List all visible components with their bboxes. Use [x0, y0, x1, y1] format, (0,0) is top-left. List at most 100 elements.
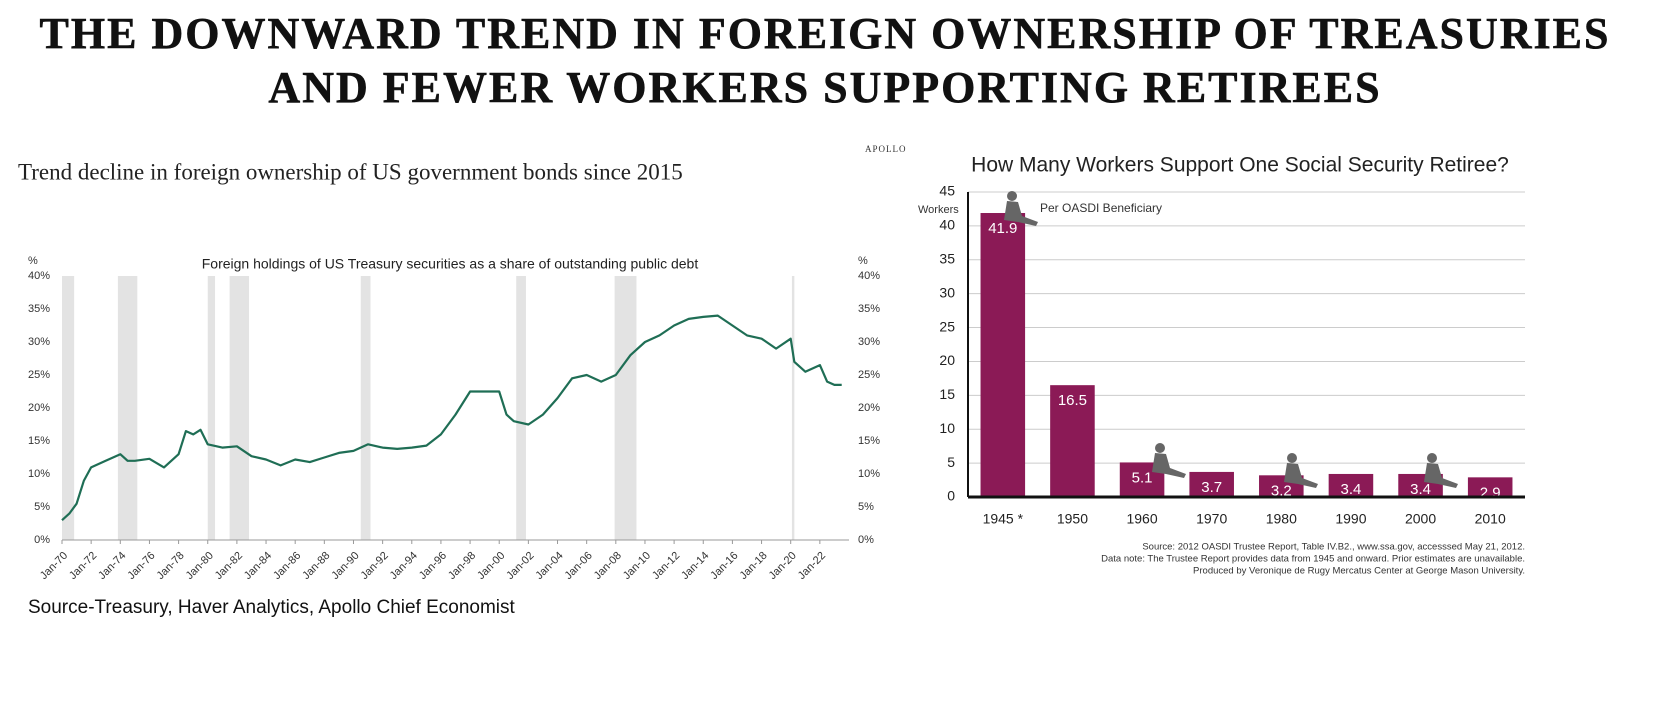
x-tick-label: Jan-02: [504, 550, 536, 582]
x-tick-label: Jan-14: [679, 550, 711, 582]
x-tick-label: Jan-70: [38, 550, 70, 582]
bar: [980, 213, 1026, 497]
chart-title: How Many Workers Support One Social Secu…: [971, 154, 1509, 177]
y2-tick-label: 40%: [858, 270, 880, 282]
y-tick-label: 5%: [34, 501, 50, 513]
y-tick-label: 40: [939, 217, 955, 233]
x-tick-label: Jan-78: [154, 550, 186, 582]
note: Data note: The Trustee Report provides d…: [1101, 554, 1525, 565]
recession-band: [207, 276, 216, 540]
x-tick-label: Jan-06: [563, 550, 595, 582]
y-tick-label: 15%: [28, 435, 50, 447]
data-line: [61, 314, 842, 522]
y-tick-label: 20: [939, 352, 955, 368]
x-tick-label: Jan-00: [475, 550, 507, 582]
x-tick-label: Jan-96: [417, 550, 449, 582]
figure-head: [1007, 191, 1017, 201]
y-axis-label: %: [28, 255, 38, 267]
x-tick-label: 1980: [1266, 511, 1297, 527]
recession-band: [229, 276, 250, 540]
x-tick-label: Jan-84: [242, 550, 274, 582]
figure-head: [1155, 443, 1165, 453]
y2-axis-label: %: [858, 255, 868, 267]
x-tick-label: 1990: [1335, 511, 1366, 527]
y-tick-label: 45: [939, 183, 955, 199]
x-tick-label: Jan-04: [533, 550, 565, 582]
y-tick-label: 10: [939, 420, 955, 436]
data-label: 2.9: [1480, 484, 1501, 501]
data-label: 3.4: [1410, 481, 1431, 498]
note: Source: 2012 OASDI Trustee Report, Table…: [1142, 542, 1525, 553]
x-tick-label: Jan-16: [708, 550, 740, 582]
y-tick-label: 10%: [28, 468, 50, 480]
y2-tick-label: 5%: [858, 501, 874, 513]
x-tick-label: Jan-10: [621, 550, 653, 582]
recession-band: [117, 276, 138, 540]
note: Produced by Veronique de Rugy Mercatus C…: [1193, 566, 1525, 577]
data-label: 3.2: [1271, 482, 1292, 499]
decoration: [1004, 191, 1458, 488]
data-label: 3.7: [1201, 479, 1222, 496]
figure-body: [1004, 201, 1038, 226]
chart-title: Foreign holdings of US Treasury securiti…: [202, 256, 699, 272]
figure-body: [1284, 463, 1318, 488]
recession-band: [516, 276, 526, 540]
brand: APOLLO: [865, 144, 907, 154]
x-tick-label: Jan-08: [592, 550, 624, 582]
y2-tick-label: 25%: [858, 369, 880, 381]
x-tick-label: Jan-72: [67, 550, 99, 582]
recession-band: [614, 276, 637, 540]
bar: [1189, 471, 1234, 497]
x-tick-label: 1945 *: [983, 511, 1024, 527]
y2-tick-label: 10%: [858, 468, 880, 480]
y-tick-label: 15: [939, 386, 955, 402]
x-tick-label: 1960: [1126, 511, 1157, 527]
y2-tick-label: 35%: [858, 303, 880, 315]
x-tick-label: Jan-80: [184, 550, 216, 582]
y-tick-label: 25%: [28, 369, 50, 381]
bar: [1050, 385, 1095, 497]
y-tick-label: 5: [947, 454, 955, 470]
x-tick-label: Jan-12: [650, 550, 682, 582]
data-label: 5.1: [1132, 469, 1153, 486]
data-label: 16.5: [1058, 392, 1087, 409]
x-tick-label: Jan-88: [300, 550, 332, 582]
y2-tick-label: 20%: [858, 402, 880, 414]
figure-head: [1287, 453, 1297, 463]
x-tick-label: Jan-18: [737, 550, 769, 582]
y-tick-label: 0%: [34, 534, 50, 546]
y-tick-label: 20%: [28, 402, 50, 414]
page-title: THE DOWNWARD TREND IN FOREIGN OWNERSHIP …: [40, 9, 1611, 58]
x-tick-label: Jan-22: [796, 550, 828, 582]
x-tick-label: 2010: [1475, 511, 1506, 527]
x-tick-label: 1970: [1196, 511, 1227, 527]
x-tick-label: Jan-82: [213, 550, 245, 582]
page-title: AND FEWER WORKERS SUPPORTING RETIREES: [268, 63, 1381, 112]
figure-body: [1424, 463, 1458, 488]
x-tick-label: Jan-74: [96, 550, 128, 582]
bar: [1467, 477, 1513, 497]
x-tick-label: 1950: [1057, 511, 1088, 527]
y-tick-label: 30: [939, 284, 955, 300]
y-tick-label: 35: [939, 250, 955, 266]
bar: [1328, 473, 1374, 497]
y-tick-label: 40%: [28, 270, 50, 282]
recession-band: [62, 276, 75, 540]
figure-body: [1152, 453, 1186, 478]
chart-subtitle: Trend decline in foreign ownership of US…: [18, 159, 683, 184]
x-tick-label: Jan-94: [388, 550, 420, 582]
data-label: 41.9: [988, 220, 1017, 237]
x-tick-label: Jan-92: [359, 550, 391, 582]
x-tick-label: Jan-90: [329, 550, 361, 582]
x-tick-label: Jan-98: [446, 550, 478, 582]
y2-tick-label: 30%: [858, 336, 880, 348]
y-tick-label: 25: [939, 318, 955, 334]
y-axis-label: Workers: [918, 204, 959, 216]
x-tick-label: Jan-86: [271, 550, 303, 582]
y-tick-label: 30%: [28, 336, 50, 348]
data-label: 3.4: [1341, 481, 1362, 498]
y2-tick-label: 0%: [858, 534, 874, 546]
recession-band: [791, 276, 795, 540]
annotation: Per OASDI Beneficiary: [1040, 201, 1162, 215]
